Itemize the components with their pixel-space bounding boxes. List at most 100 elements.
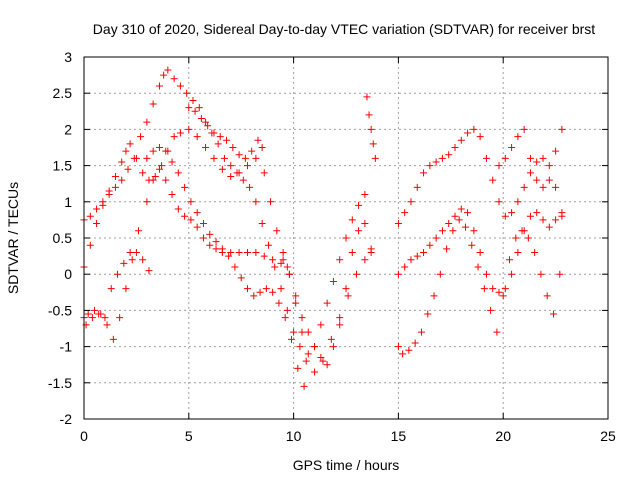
- series-5: [143, 144, 308, 390]
- data-point: [539, 216, 547, 224]
- data-point: [470, 125, 478, 133]
- data-point: [216, 133, 224, 141]
- data-point: [355, 227, 363, 235]
- series-4: [82, 248, 153, 329]
- data-point: [361, 191, 369, 199]
- data-point: [149, 176, 157, 184]
- data-point: [311, 343, 319, 351]
- data-point: [394, 343, 402, 351]
- data-point: [432, 234, 440, 242]
- data-point: [367, 125, 375, 133]
- data-point: [323, 299, 331, 307]
- data-point: [501, 154, 509, 162]
- data-point: [118, 176, 126, 184]
- data-point: [430, 292, 438, 300]
- y-tick-label: 1: [64, 194, 72, 210]
- data-point: [436, 270, 444, 278]
- data-point: [243, 162, 251, 170]
- data-point: [143, 118, 151, 126]
- data-point: [86, 241, 94, 249]
- data-point: [451, 212, 459, 220]
- data-point: [90, 306, 98, 314]
- data-point: [168, 191, 176, 199]
- data-point: [501, 285, 509, 293]
- data-point: [537, 270, 545, 278]
- data-point: [508, 144, 516, 151]
- data-point: [199, 234, 207, 242]
- data-point: [399, 350, 407, 358]
- data-point: [482, 270, 490, 278]
- x-tick-label: 0: [80, 428, 88, 444]
- data-point: [514, 248, 522, 256]
- data-point: [533, 176, 541, 184]
- data-point: [225, 252, 233, 260]
- data-point: [185, 125, 193, 133]
- data-point: [480, 285, 488, 293]
- series-6: [185, 104, 369, 358]
- y-tick-label: 0: [64, 266, 72, 282]
- data-point: [168, 158, 176, 166]
- data-point: [533, 209, 541, 217]
- data-point: [139, 256, 147, 264]
- data-point: [365, 111, 373, 119]
- data-point: [193, 133, 201, 141]
- data-point: [107, 285, 115, 293]
- data-point: [258, 220, 266, 228]
- data-point: [260, 169, 268, 177]
- data-point: [239, 176, 247, 184]
- data-point: [455, 216, 463, 224]
- data-point: [116, 314, 124, 322]
- data-point: [248, 147, 256, 155]
- data-point: [252, 248, 260, 256]
- data-point: [344, 292, 352, 300]
- data-point: [281, 314, 289, 322]
- data-point: [176, 129, 184, 137]
- data-point: [181, 183, 189, 191]
- data-point: [204, 122, 212, 130]
- data-point: [304, 350, 312, 358]
- data-point: [464, 209, 472, 217]
- x-tick-label: 15: [391, 428, 407, 444]
- data-point: [468, 241, 476, 249]
- data-point: [155, 82, 163, 90]
- y-tick-label: -1.5: [48, 375, 72, 391]
- series-9: [394, 205, 566, 296]
- data-point: [273, 227, 281, 235]
- data-point: [298, 328, 306, 336]
- y-tick-label: 1.5: [53, 158, 73, 174]
- data-point: [252, 154, 260, 162]
- data-point: [311, 368, 319, 376]
- data-point: [394, 270, 402, 278]
- data-point: [170, 75, 178, 83]
- data-point: [227, 248, 235, 256]
- data-point: [457, 136, 465, 144]
- data-point: [258, 144, 266, 151]
- data-point: [269, 256, 277, 264]
- data-point: [464, 129, 472, 137]
- data-point: [187, 198, 195, 206]
- series-11: [495, 125, 566, 191]
- data-point: [212, 245, 220, 253]
- data-point: [411, 339, 419, 347]
- data-point: [162, 176, 170, 184]
- data-point: [155, 144, 163, 151]
- data-point: [298, 314, 306, 322]
- data-point: [279, 256, 287, 264]
- data-point: [342, 285, 350, 293]
- series-2: [80, 125, 266, 271]
- data-point: [210, 154, 218, 162]
- data-points: [80, 66, 566, 390]
- data-point: [262, 285, 270, 293]
- data-point: [501, 212, 509, 220]
- data-point: [552, 216, 560, 224]
- data-point: [369, 140, 377, 148]
- data-point: [533, 158, 541, 166]
- data-point: [424, 310, 432, 318]
- data-point: [277, 259, 285, 267]
- data-point: [558, 209, 566, 217]
- data-point: [227, 172, 235, 180]
- data-point: [476, 133, 484, 141]
- data-point: [474, 263, 482, 271]
- data-point: [88, 314, 96, 322]
